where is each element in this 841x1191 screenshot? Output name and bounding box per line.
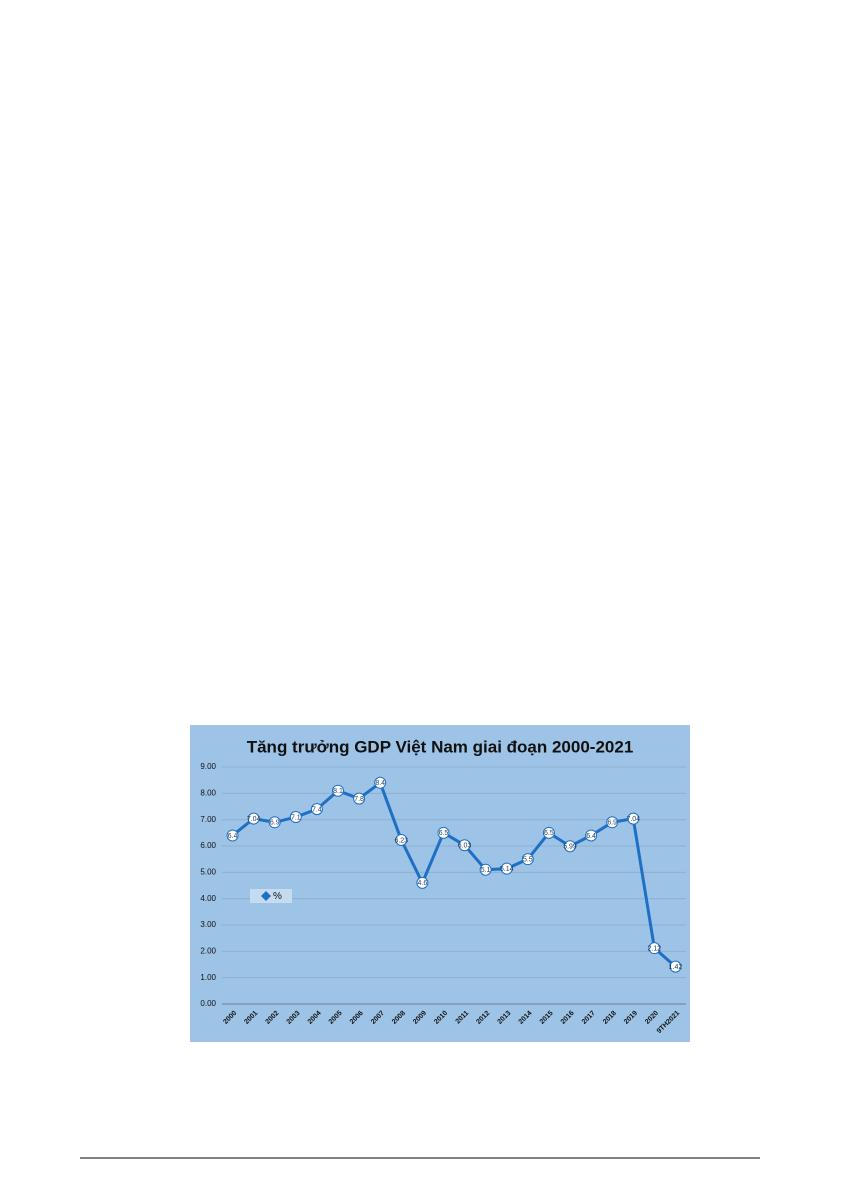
point-marker [479, 863, 492, 876]
point-marker [416, 876, 429, 889]
point-marker [226, 829, 239, 842]
point-marker [606, 816, 619, 829]
point-marker [500, 862, 513, 875]
point-marker [648, 942, 661, 955]
point-marker [289, 811, 302, 824]
data-label: 6.03 [458, 843, 472, 850]
point-marker [542, 826, 555, 839]
data-label: 7.04 [247, 816, 261, 823]
y-tick-label: 7.00 [200, 815, 216, 824]
data-label: 8.1 [333, 788, 343, 795]
point-marker [310, 803, 323, 816]
point-marker [353, 792, 366, 805]
y-tick-label: 4.00 [200, 894, 216, 903]
chart-title: Tăng trưởng GDP Việt Nam giai đoạn 2000-… [247, 737, 634, 756]
series-line [231, 781, 677, 968]
data-label: 6.5 [439, 830, 449, 837]
y-tick-label: 0.00 [200, 999, 216, 1008]
data-label: 5.5 [523, 857, 533, 864]
data-label: 6.9 [270, 820, 280, 827]
y-tick-label: 1.00 [200, 973, 216, 982]
point-marker [669, 960, 682, 973]
y-tick-label: 3.00 [200, 920, 216, 929]
point-marker [585, 829, 598, 842]
data-label: 4.6 [417, 880, 427, 887]
data-label: 7.8 [354, 796, 364, 803]
y-tick-label: 8.00 [200, 788, 216, 797]
data-label: 7.4 [312, 806, 322, 813]
point-marker [564, 840, 576, 853]
data-label: 5.99 [563, 844, 577, 851]
data-label: 6.5 [544, 830, 554, 837]
data-label: 1.42 [669, 964, 683, 971]
point-marker [395, 833, 408, 846]
point-marker [268, 816, 281, 829]
data-label: 2.12 [648, 946, 662, 953]
data-label: 7.04 [626, 816, 640, 823]
legend-label: % [273, 891, 282, 902]
chart-background [190, 725, 690, 1042]
data-label: 6.4 [228, 833, 238, 840]
y-tick-label: 6.00 [200, 841, 216, 850]
point-marker [627, 812, 640, 825]
point-marker [458, 839, 471, 852]
data-label: 7.1 [291, 814, 301, 821]
data-label: 5.14 [500, 866, 514, 873]
data-label: 5.1 [481, 867, 491, 874]
y-tick-label: 2.00 [200, 946, 216, 955]
point-marker [521, 853, 534, 866]
point-marker [332, 784, 344, 797]
y-tick-label: 5.00 [200, 867, 216, 876]
data-label: 8.4 [375, 780, 385, 787]
point-marker [247, 812, 260, 825]
data-label: 6.4 [586, 833, 596, 840]
point-marker [437, 826, 450, 839]
y-tick-label: 9.00 [200, 762, 216, 771]
legend-marker [261, 891, 271, 901]
data-label: 6.9 [607, 820, 617, 827]
data-label: 6.23 [394, 837, 408, 844]
point-marker [374, 776, 387, 789]
